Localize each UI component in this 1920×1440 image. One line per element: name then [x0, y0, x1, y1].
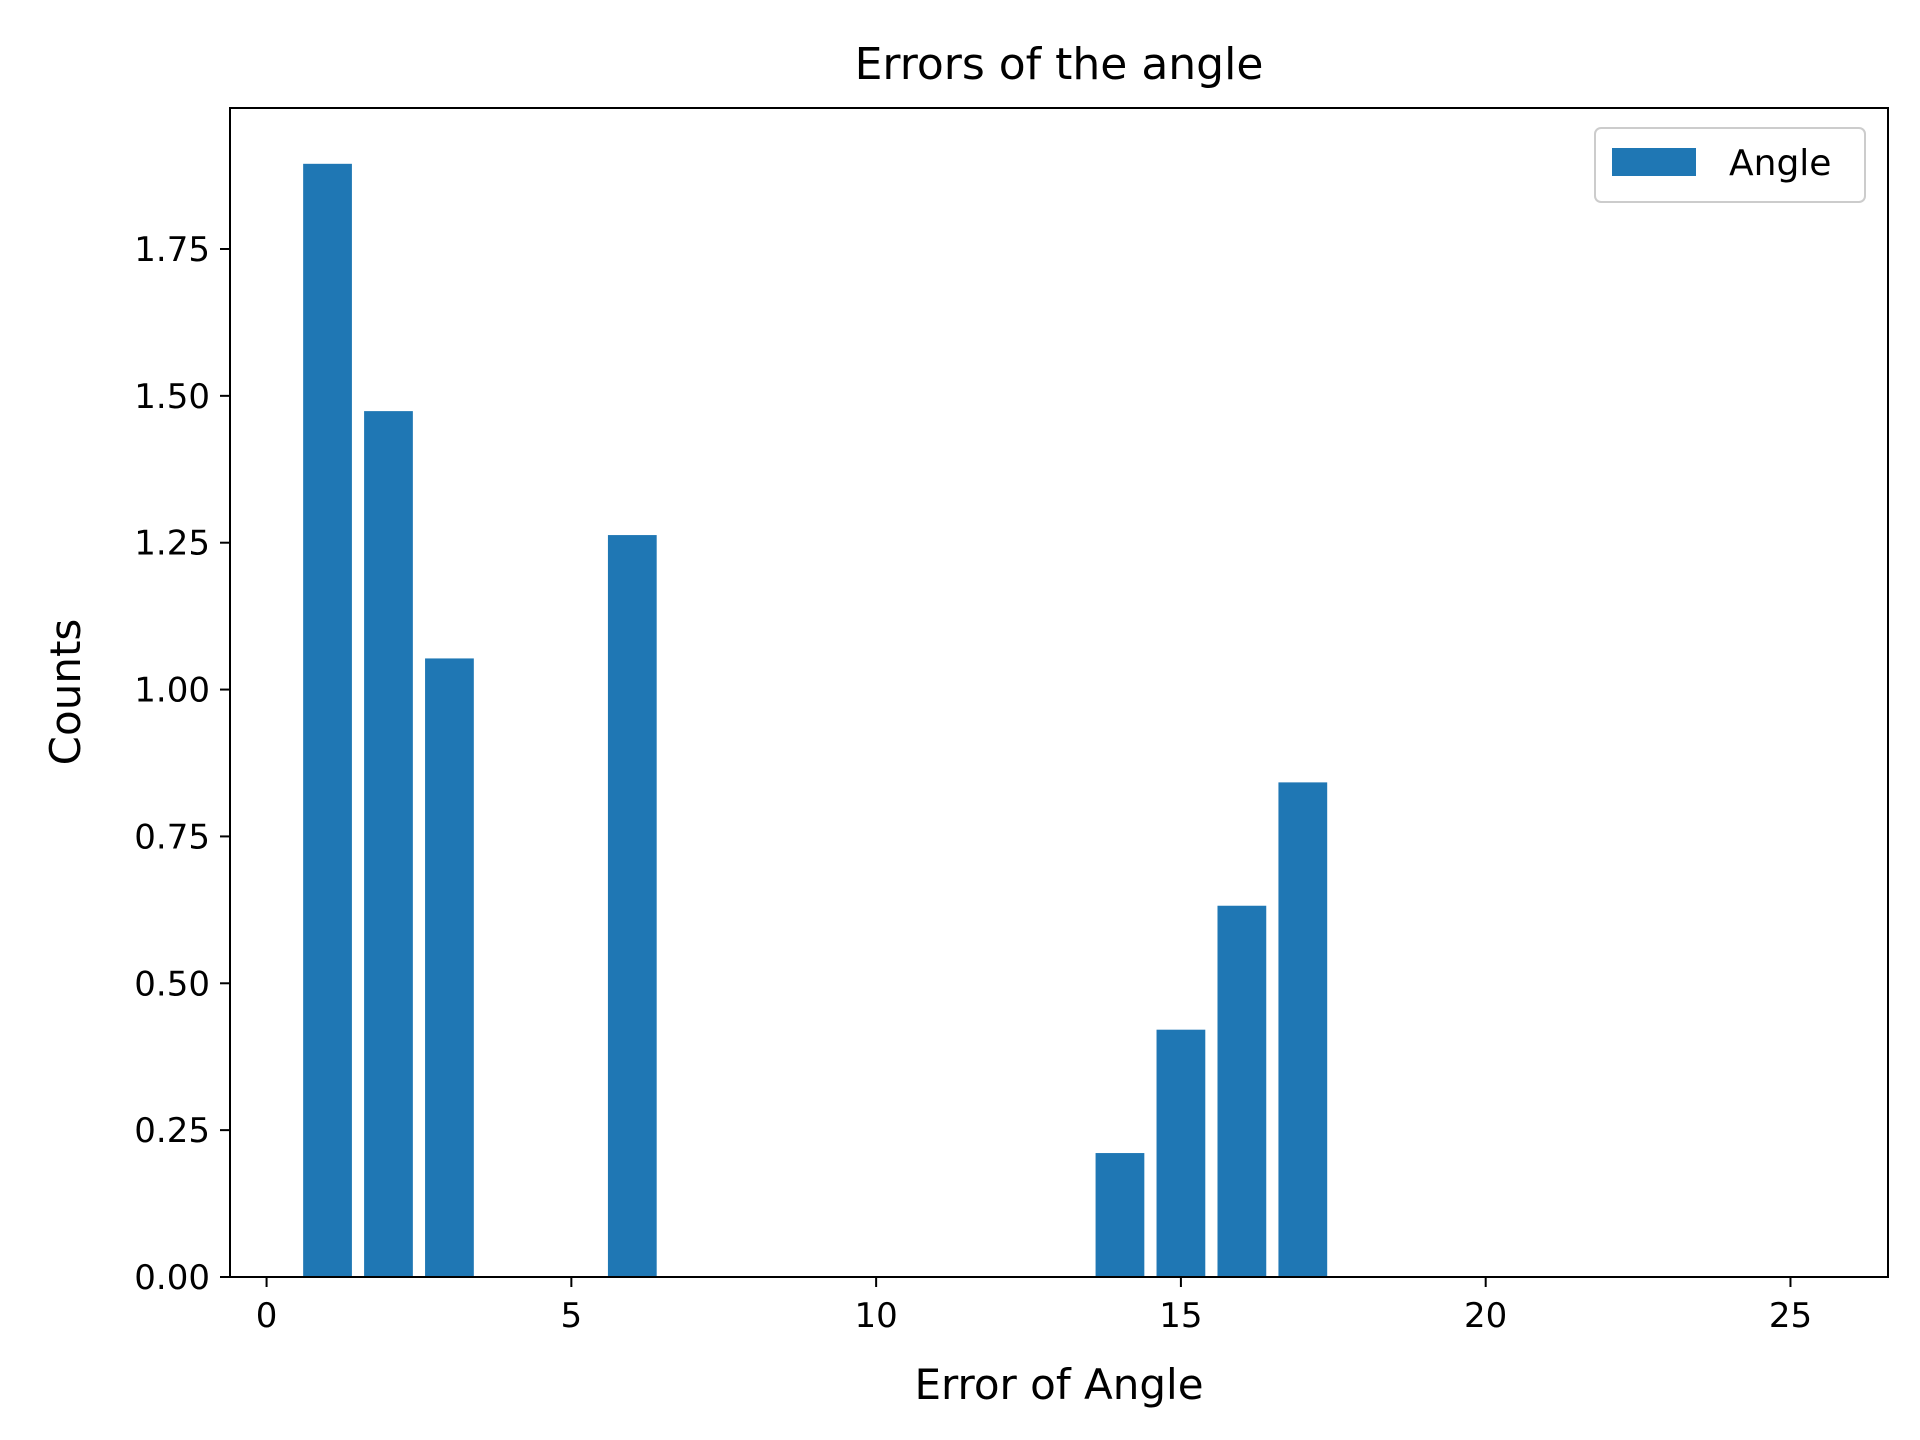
y-tick-label-7: 1.75: [134, 230, 210, 270]
y-tick-label-1: 0.25: [134, 1111, 210, 1151]
x-axis-label: Error of Angle: [914, 1360, 1203, 1409]
y-tick-label-0: 0.00: [134, 1258, 210, 1298]
y-tick-label-6: 1.50: [134, 377, 210, 417]
bar-1: [303, 163, 352, 1277]
y-tick-label-4: 1.00: [134, 671, 210, 711]
legend-label-angle: Angle: [1729, 143, 1831, 184]
x-axis-ticks: 0 5 10 15 20 25: [256, 1277, 1812, 1336]
x-tick-label-15: 15: [1159, 1296, 1202, 1336]
legend: Angle: [1594, 127, 1866, 203]
x-tick-label-5: 5: [561, 1296, 583, 1336]
y-tick-label-5: 1.25: [134, 524, 210, 564]
x-tick-label-20: 20: [1464, 1296, 1507, 1336]
x-tick-label-25: 25: [1769, 1296, 1812, 1336]
bar-14: [1095, 1153, 1145, 1277]
legend-swatch-angle: [1612, 148, 1696, 176]
bar-16: [1217, 905, 1267, 1277]
plot-frame: [229, 107, 1889, 1278]
x-tick-label-10: 10: [854, 1296, 897, 1336]
x-tick-label-0: 0: [256, 1296, 278, 1336]
legend-frame: [1594, 127, 1866, 203]
chart-title: Errors of the angle: [855, 39, 1264, 90]
y-axis-ticks: 0.00 0.25 0.50 0.75 1.00 1.25 1.50 1.75: [134, 230, 230, 1298]
y-tick-label-2: 0.50: [134, 964, 210, 1004]
bar-2: [364, 411, 413, 1277]
bar-3: [425, 658, 474, 1277]
bars-group: [303, 163, 1328, 1277]
y-axis-label: Counts: [41, 619, 90, 766]
bar-15: [1156, 1029, 1206, 1277]
bar-17: [1278, 782, 1328, 1277]
y-tick-label-3: 0.75: [134, 817, 210, 857]
bar-6: [607, 535, 657, 1277]
